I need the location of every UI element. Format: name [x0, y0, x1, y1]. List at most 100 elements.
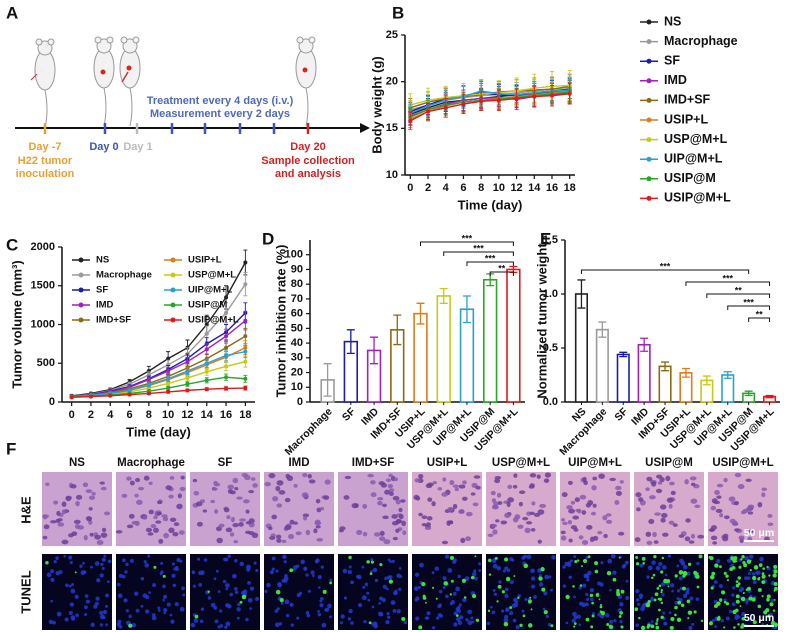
nucleus — [295, 531, 302, 536]
nucleus — [582, 583, 587, 588]
nucleus — [99, 623, 104, 627]
scale-bar-label: 50 μm — [744, 527, 774, 539]
nucleus — [157, 606, 161, 610]
nucleus — [494, 478, 501, 484]
nucleus — [101, 566, 105, 570]
nucleus — [338, 529, 344, 533]
nucleus — [343, 596, 348, 600]
apoptotic-cell — [660, 570, 664, 574]
apoptotic-cell — [741, 617, 745, 621]
nucleus — [518, 501, 523, 507]
nucleus — [377, 496, 384, 501]
nucleus — [635, 589, 640, 594]
nucleus — [307, 473, 312, 479]
nucleus — [662, 565, 667, 570]
nucleus — [688, 625, 693, 630]
error-bar — [702, 375, 711, 386]
apoptotic-cell — [656, 619, 659, 622]
nucleus — [347, 617, 352, 621]
apoptotic-cell — [698, 554, 703, 559]
nucleus — [383, 539, 391, 545]
nucleus — [447, 568, 453, 573]
legend-key — [646, 39, 652, 45]
nucleus — [714, 625, 718, 629]
data-point — [146, 377, 151, 382]
nucleus — [271, 514, 278, 520]
nucleus — [218, 523, 225, 528]
apoptotic-cell — [574, 559, 578, 564]
nucleus — [738, 535, 745, 540]
tunel-image — [412, 554, 482, 630]
nucleus — [42, 514, 50, 518]
data-point — [479, 99, 484, 104]
nucleus — [289, 519, 295, 525]
apoptotic-cell — [666, 579, 671, 584]
legend-key — [78, 317, 84, 323]
nucleus — [542, 607, 546, 611]
nucleus — [305, 611, 310, 615]
nucleus — [634, 537, 641, 543]
nucleus — [125, 562, 129, 567]
apoptotic-cell — [45, 560, 49, 565]
nucleus — [678, 534, 685, 538]
nucleus — [83, 535, 88, 541]
nucleus — [55, 518, 61, 524]
nucleus — [579, 601, 584, 606]
nucleus — [148, 481, 153, 485]
nucleus — [696, 561, 700, 566]
nucleus — [509, 580, 514, 585]
nucleus — [225, 527, 233, 533]
nucleus — [579, 494, 587, 500]
y-tick-label: 0 — [49, 396, 55, 408]
apoptotic-cell — [449, 593, 453, 596]
nucleus — [71, 616, 76, 621]
apoptotic-cell — [388, 579, 394, 584]
bar — [595, 328, 609, 403]
nucleus — [225, 583, 230, 588]
nucleus — [751, 572, 756, 576]
legend-label: USP@M+L — [664, 132, 728, 146]
nucleus — [647, 565, 653, 571]
nucleus — [646, 575, 650, 579]
nucleus — [46, 572, 52, 578]
he-image — [190, 472, 260, 546]
apoptotic-cell — [579, 584, 583, 587]
nucleus — [214, 509, 219, 514]
nucleus — [340, 614, 345, 619]
nucleus — [518, 490, 526, 495]
y-axis-label: Body weight (g) — [369, 56, 384, 154]
nucleus — [567, 561, 571, 565]
significance-bracket — [706, 293, 771, 298]
apoptotic-cell — [695, 574, 700, 579]
nucleus — [671, 589, 674, 593]
legend-key — [78, 257, 84, 263]
apoptotic-cell — [658, 584, 662, 588]
data-point — [426, 109, 431, 114]
apoptotic-cell — [773, 564, 778, 569]
apoptotic-cell — [761, 580, 766, 585]
data-point — [204, 369, 209, 374]
nucleus — [267, 526, 273, 531]
x-tick-label: Macrophage — [282, 405, 334, 457]
nucleus — [728, 496, 736, 502]
nucleus — [747, 511, 754, 515]
data-point — [461, 102, 466, 107]
nucleus — [269, 536, 276, 540]
nucleus — [386, 478, 392, 482]
apoptotic-cell — [329, 581, 333, 585]
nucleus — [672, 523, 678, 527]
nucleus — [426, 611, 431, 616]
legend-key — [646, 156, 652, 162]
legend-label: UIP@M+L — [664, 151, 723, 165]
nucleus — [578, 623, 582, 627]
nucleus — [245, 520, 252, 525]
apoptotic-cell — [528, 599, 532, 604]
legend-key — [646, 58, 652, 64]
apoptotic-cell — [580, 565, 583, 568]
he-image — [486, 472, 556, 546]
nucleus — [470, 492, 476, 496]
nucleus — [625, 579, 629, 583]
nucleus — [605, 519, 613, 524]
nucleus — [250, 477, 256, 481]
nucleus — [456, 617, 461, 622]
